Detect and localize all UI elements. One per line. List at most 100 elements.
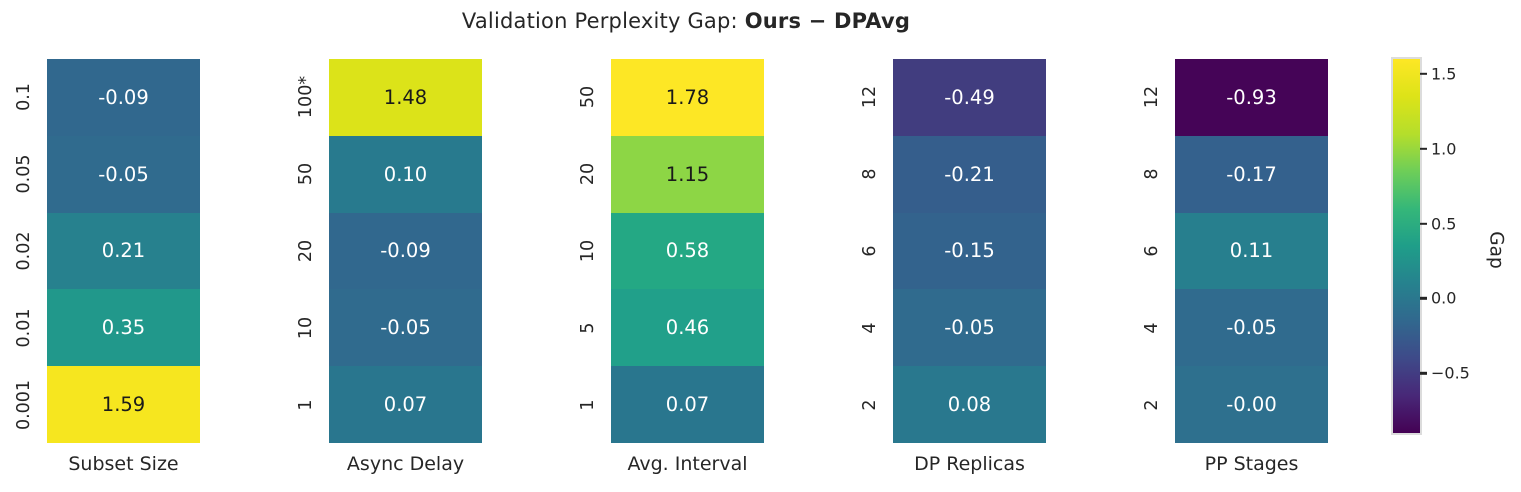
colorbar-tick-mark — [1420, 297, 1427, 300]
colorbar-tick-label: 1.5 — [1431, 64, 1457, 84]
heatmap-cell: 0.08 — [893, 366, 1046, 443]
heatmap-cell: -0.09 — [329, 212, 482, 290]
y-tick-label: 6 — [860, 245, 880, 257]
heatmap-row: 1 0.07 — [578, 366, 764, 443]
y-tick-label: 6 — [1142, 245, 1162, 257]
x-axis-label: Subset Size — [68, 453, 179, 475]
y-tick-label: 4 — [1142, 322, 1162, 334]
heatmap-cell: 1.59 — [47, 366, 200, 443]
heatmap-panel: 100* 1.48 50 0.10 20 -0.09 10 -0.05 1 0.… — [296, 59, 482, 475]
heatmap-cell: 1.48 — [329, 59, 482, 136]
colorbar-tick-mark — [1420, 72, 1427, 76]
heatmap-rows: 100* 1.48 50 0.10 20 -0.09 10 -0.05 1 0.… — [296, 59, 482, 443]
heatmap-cell: 1.78 — [611, 59, 764, 136]
heatmap-row: 0.01 0.35 — [14, 289, 200, 367]
colorbar-tick-label: −0.5 — [1431, 363, 1470, 383]
y-tick-label: 0.05 — [14, 154, 34, 194]
heatmap-rows: 12 -0.49 8 -0.21 6 -0.15 4 -0.05 2 0.08 — [860, 59, 1046, 443]
x-axis-label: Avg. Interval — [627, 453, 748, 475]
heatmap-row: 10 -0.05 — [296, 289, 482, 367]
heatmap-cell: -0.00 — [1175, 366, 1328, 443]
chart-title-prefix: Validation Perplexity Gap: — [461, 9, 745, 33]
y-tick-label: 50 — [296, 163, 316, 186]
y-tick-label: 10 — [296, 316, 316, 339]
colorbar-tick-mark — [1420, 371, 1427, 375]
colorbar-tick-label: 0.0 — [1431, 288, 1457, 308]
heatmap-rows: 50 1.78 20 1.15 10 0.58 5 0.46 1 0.07 — [578, 59, 764, 443]
colorbar-tick-label: 1.0 — [1431, 139, 1457, 159]
heatmap-rows: 12 -0.93 8 -0.17 6 0.11 4 -0.05 2 -0.00 — [1142, 59, 1328, 443]
heatmap-cell: 1.15 — [611, 135, 764, 213]
y-tick-label: 0.02 — [14, 231, 34, 271]
heatmap-row: 0.05 -0.05 — [14, 135, 200, 213]
heatmap-cell: -0.09 — [47, 59, 200, 136]
y-tick-label: 12 — [860, 86, 880, 109]
heatmap-cell: -0.93 — [1175, 59, 1328, 136]
heatmap-row: 5 0.46 — [578, 289, 764, 367]
y-tick-label: 1 — [296, 399, 316, 411]
heatmap-row: 4 -0.05 — [860, 289, 1046, 367]
heatmap-cell: -0.05 — [893, 289, 1046, 367]
y-tick-label: 8 — [860, 168, 880, 180]
heatmap-row: 1 0.07 — [296, 366, 482, 443]
colorbar-tick-mark — [1420, 147, 1427, 150]
y-tick-label: 100* — [296, 76, 316, 119]
heatmap-row: 10 0.58 — [578, 212, 764, 290]
heatmap-panel: 0.1 -0.09 0.05 -0.05 0.02 0.21 0.01 0.35… — [14, 59, 200, 475]
y-tick-label: 5 — [578, 322, 598, 334]
heatmap-row: 0.001 1.59 — [14, 366, 200, 443]
heatmap-cell: -0.17 — [1175, 135, 1328, 213]
y-tick-label: 0.001 — [14, 379, 34, 430]
heatmap-row: 50 0.10 — [296, 135, 482, 213]
heatmap-row: 50 1.78 — [578, 59, 764, 136]
heatmap-row: 6 -0.15 — [860, 212, 1046, 290]
heatmap-row: 12 -0.93 — [1142, 59, 1328, 136]
y-tick-label: 4 — [860, 322, 880, 334]
heatmap-row: 8 -0.17 — [1142, 135, 1328, 213]
heatmap-row: 6 0.11 — [1142, 212, 1328, 290]
heatmap-cell: -0.15 — [893, 212, 1046, 290]
heatmap-row: 100* 1.48 — [296, 59, 482, 136]
y-tick-label: 8 — [1142, 168, 1162, 180]
heatmap-row: 0.02 0.21 — [14, 212, 200, 290]
heatmap-row: 8 -0.21 — [860, 135, 1046, 213]
heatmap-row: 0.1 -0.09 — [14, 59, 200, 136]
heatmap-row: 20 1.15 — [578, 135, 764, 213]
colorbar-axis-label: Gap — [1485, 231, 1507, 269]
colorbar-tick-label: 0.5 — [1431, 214, 1457, 234]
y-tick-label: 50 — [578, 86, 598, 109]
y-tick-label: 2 — [1142, 399, 1162, 411]
x-axis-label: Async Delay — [346, 453, 465, 475]
heatmap-panel: 50 1.78 20 1.15 10 0.58 5 0.46 1 0.07 Av… — [578, 59, 764, 475]
y-tick-label: 1 — [578, 399, 598, 411]
heatmap-row: 2 0.08 — [860, 366, 1046, 443]
y-tick-label: 0.01 — [14, 308, 34, 348]
colorbar: 1.5 1.0 0.5 0.0 −0.5 — [1391, 57, 1470, 435]
heatmap-cell: 0.10 — [329, 135, 482, 213]
heatmap-cell: 0.07 — [329, 366, 482, 443]
heatmap-cell: 0.58 — [611, 212, 764, 290]
heatmap-cell: -0.49 — [893, 59, 1046, 136]
heatmap-row: 20 -0.09 — [296, 212, 482, 290]
heatmap-cell: 0.46 — [611, 289, 764, 367]
colorbar-tick-mark — [1420, 222, 1427, 225]
y-tick-label: 20 — [578, 163, 598, 186]
x-axis-label: PP Stages — [1204, 453, 1299, 475]
y-tick-label: 10 — [578, 239, 598, 263]
heatmap-panel: 12 -0.93 8 -0.17 6 0.11 4 -0.05 2 -0.00 … — [1142, 59, 1328, 475]
chart-title: Validation Perplexity Gap: Ours − DPAvg — [0, 9, 1372, 33]
x-axis-label: DP Replicas — [914, 453, 1025, 475]
heatmap-cell: -0.05 — [47, 135, 200, 213]
y-tick-label: 20 — [296, 239, 316, 263]
chart-title-emphasis: Ours − DPAvg — [744, 9, 911, 33]
heatmap-panel: 12 -0.49 8 -0.21 6 -0.15 4 -0.05 2 0.08 … — [860, 59, 1046, 475]
heatmap-row: 2 -0.00 — [1142, 366, 1328, 443]
heatmap-cell: 0.21 — [47, 212, 200, 290]
heatmap-cell: 0.35 — [47, 289, 200, 367]
heatmap-row: 12 -0.49 — [860, 59, 1046, 136]
heatmap-cell: 0.07 — [611, 366, 764, 443]
heatmap-cell: -0.05 — [329, 289, 482, 367]
heatmap-cell: -0.21 — [893, 135, 1046, 213]
heatmap-rows: 0.1 -0.09 0.05 -0.05 0.02 0.21 0.01 0.35… — [14, 59, 200, 443]
